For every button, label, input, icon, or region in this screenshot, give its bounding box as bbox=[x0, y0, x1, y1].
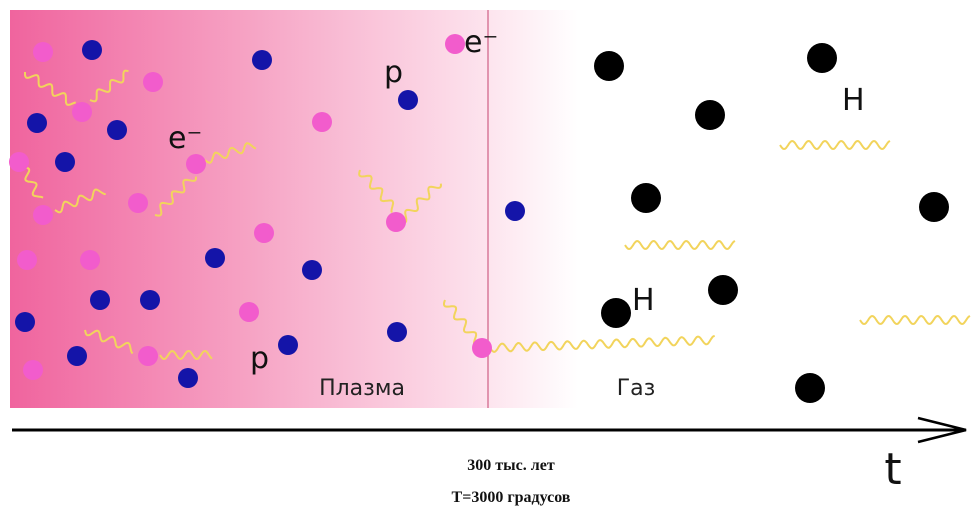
photon bbox=[779, 139, 891, 151]
photon bbox=[204, 142, 257, 164]
photon bbox=[399, 183, 443, 224]
electron bbox=[9, 152, 29, 172]
photon bbox=[89, 69, 129, 103]
proton bbox=[55, 152, 75, 172]
electron bbox=[472, 338, 492, 358]
photon bbox=[159, 349, 213, 361]
region-label: Газ bbox=[617, 376, 656, 401]
proton bbox=[90, 290, 110, 310]
proton bbox=[27, 113, 47, 133]
hydrogen-atom bbox=[807, 43, 837, 73]
label: p bbox=[250, 341, 269, 376]
electron bbox=[33, 42, 53, 62]
label: H bbox=[632, 283, 655, 318]
hydrogen-atom bbox=[631, 183, 661, 213]
electron bbox=[33, 205, 53, 225]
photon bbox=[859, 314, 971, 326]
proton bbox=[252, 50, 272, 70]
electron bbox=[128, 193, 148, 213]
label: p bbox=[384, 55, 403, 90]
hydrogen-atom bbox=[695, 100, 725, 130]
electron bbox=[186, 154, 206, 174]
proton bbox=[82, 40, 102, 60]
photon bbox=[489, 335, 715, 353]
photon bbox=[54, 188, 106, 214]
caption: T=3000 градусов bbox=[452, 489, 571, 506]
photon bbox=[154, 176, 198, 217]
photon bbox=[624, 239, 736, 251]
proton bbox=[67, 346, 87, 366]
electron bbox=[80, 250, 100, 270]
electron bbox=[143, 72, 163, 92]
electron bbox=[254, 223, 274, 243]
proton bbox=[178, 368, 198, 388]
hydrogen-atom bbox=[594, 51, 624, 81]
axis-label: t bbox=[884, 444, 901, 495]
proton bbox=[278, 335, 298, 355]
proton bbox=[15, 312, 35, 332]
hydrogen-atom bbox=[708, 275, 738, 305]
hydrogen-atom bbox=[919, 192, 949, 222]
photon bbox=[84, 329, 134, 355]
label: e⁻ bbox=[464, 25, 498, 60]
transition-region bbox=[488, 10, 578, 408]
proton bbox=[107, 120, 127, 140]
electron bbox=[239, 302, 259, 322]
photon bbox=[24, 72, 77, 106]
particles bbox=[9, 34, 971, 403]
hydrogen-atom bbox=[601, 298, 631, 328]
electron bbox=[445, 34, 465, 54]
electron bbox=[138, 346, 158, 366]
label: e⁻ bbox=[168, 121, 202, 156]
region-label: Плазма bbox=[319, 376, 405, 401]
electron bbox=[72, 102, 92, 122]
electron bbox=[17, 250, 37, 270]
caption: 300 тыс. лет bbox=[467, 457, 555, 474]
arrow-head bbox=[917, 416, 967, 444]
electron bbox=[386, 212, 406, 232]
proton bbox=[505, 201, 525, 221]
label: H bbox=[842, 83, 865, 118]
proton bbox=[140, 290, 160, 310]
photon bbox=[358, 169, 395, 213]
electron bbox=[23, 360, 43, 380]
proton bbox=[398, 90, 418, 110]
proton bbox=[205, 248, 225, 268]
photon bbox=[443, 299, 480, 347]
proton bbox=[302, 260, 322, 280]
proton bbox=[387, 322, 407, 342]
electron bbox=[312, 112, 332, 132]
hydrogen-atom bbox=[795, 373, 825, 403]
